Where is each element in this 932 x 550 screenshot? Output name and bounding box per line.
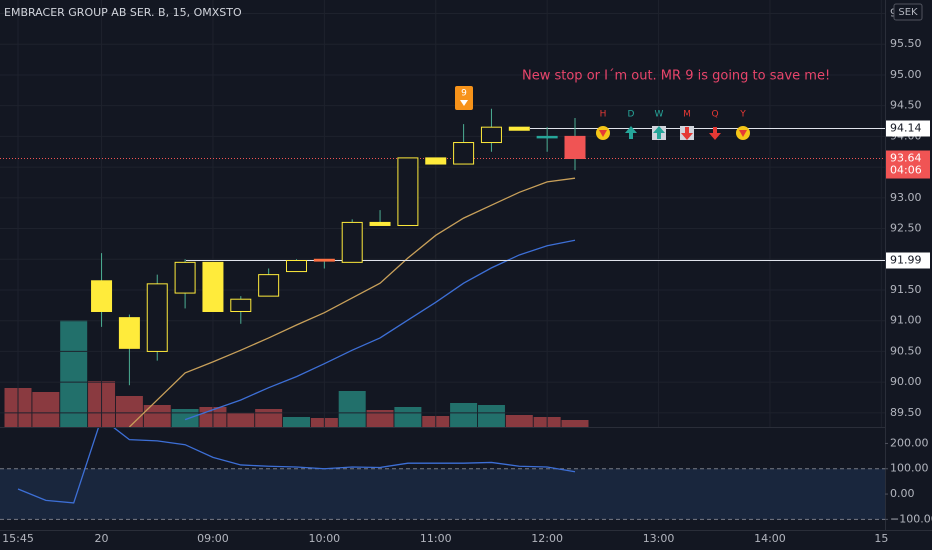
y-tick-label: 95.50	[890, 37, 922, 50]
signal-label: 9	[461, 89, 467, 99]
countdown: 04:06	[890, 164, 922, 177]
candle-body	[341, 221, 363, 263]
indicator-tick-label: 0.00	[890, 487, 915, 500]
volume-bar	[394, 407, 422, 427]
y-tick-label: 93.00	[890, 191, 922, 204]
candle-body	[118, 317, 140, 349]
candle-body	[564, 135, 586, 160]
volume-bar	[561, 420, 589, 427]
candle-body	[425, 157, 447, 165]
y-tick-label: 94.50	[890, 99, 922, 112]
x-tick-label: 15:45	[2, 532, 34, 545]
volume-bar	[477, 405, 505, 427]
timeframe-label[interactable]: D	[628, 110, 635, 120]
volume-bar	[60, 320, 88, 427]
price-label: 91.99	[890, 254, 922, 267]
volume-bar	[227, 413, 255, 427]
candle-body	[397, 157, 419, 226]
signal-marker: 9	[455, 86, 473, 110]
price-label: 94.14	[890, 122, 922, 135]
candle-body	[258, 274, 280, 297]
price-label-box	[886, 120, 930, 137]
y-tick-label: 91.50	[890, 283, 922, 296]
currency[interactable]: SEK	[898, 7, 918, 18]
annotation: New stop or I´m out. MR 9 is going to sa…	[522, 69, 830, 84]
candle-body	[146, 283, 168, 352]
currency-box[interactable]	[893, 3, 923, 21]
candle-body	[230, 298, 252, 312]
x-tick-label: 13:00	[643, 532, 675, 545]
indicator-tick-label: 100.00	[890, 462, 929, 475]
indicator-tick-label: −100.00	[890, 512, 932, 525]
last-price-box	[886, 150, 930, 179]
candle-body	[536, 135, 558, 139]
candle-body	[91, 280, 113, 312]
timeframe-label[interactable]: M	[683, 110, 691, 120]
y-tick-label: 95.00	[890, 68, 922, 81]
moving-average	[128, 177, 576, 427]
volume-bar	[366, 410, 394, 427]
timeframe-label[interactable]: W	[655, 110, 664, 120]
volume-bar	[338, 391, 366, 427]
volume-bar	[143, 405, 171, 427]
candle-body	[174, 261, 196, 294]
moving-average	[184, 239, 576, 421]
candle-body	[480, 126, 502, 144]
y-tick-label: 90.00	[890, 375, 922, 388]
x-tick-label: 20	[95, 532, 109, 545]
x-tick-label: 14:00	[754, 532, 786, 545]
candle-body	[508, 126, 530, 131]
x-tick-label: 10:00	[308, 532, 340, 545]
volume-bar	[171, 409, 199, 427]
timeframe-label[interactable]: Q	[711, 110, 718, 120]
last-price: 93.64	[890, 152, 922, 165]
volume-bar	[115, 396, 143, 427]
candle-body	[286, 260, 307, 273]
x-tick-label: 09:00	[197, 532, 229, 545]
timeframe-icons	[596, 126, 750, 140]
chart-title: EMBRACER GROUP AB SER. B, 15, OMXSTO	[4, 6, 242, 19]
y-tick-label: 90.50	[890, 344, 922, 357]
volume-bar	[450, 403, 478, 427]
y-tick-label: 89.50	[890, 406, 922, 419]
x-tick-label: 15	[874, 532, 888, 545]
timeframe-label[interactable]: H	[600, 110, 607, 120]
volume-bar	[283, 417, 310, 427]
volume-bar	[255, 409, 283, 427]
candle-body	[313, 258, 335, 262]
candle-body	[369, 221, 391, 226]
candle-body	[453, 142, 475, 165]
x-tick-label: 11:00	[420, 532, 452, 545]
y-tick-label: 91.00	[890, 314, 922, 327]
candle-body	[202, 261, 224, 312]
indicator-band	[0, 468, 885, 520]
indicator-line	[17, 428, 576, 504]
x-tick-label: 12:00	[531, 532, 563, 545]
timeframe-label[interactable]: Y	[739, 110, 746, 120]
y-tick-label: 92.50	[890, 222, 922, 235]
indicator-tick-label: 200.00	[890, 436, 929, 449]
volume-bar	[32, 392, 60, 427]
price-label-box	[886, 252, 930, 269]
volume-bar	[505, 415, 533, 427]
